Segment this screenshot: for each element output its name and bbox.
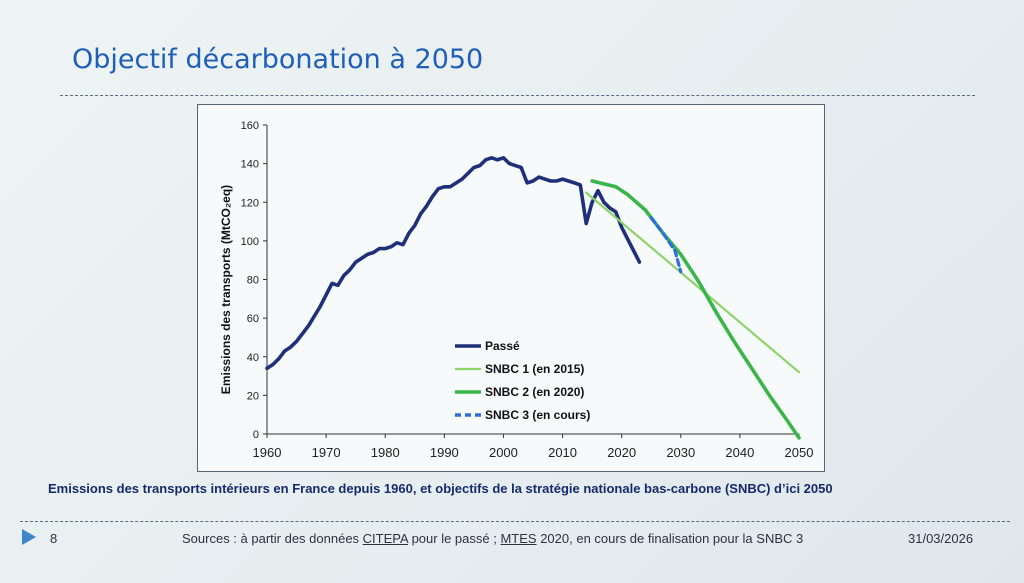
x-tick-label: 2050 bbox=[785, 445, 814, 460]
x-tick-label: 2020 bbox=[607, 445, 636, 460]
legend-label-4: SNBC 3 (en cours) bbox=[485, 408, 590, 422]
y-tick-label: 40 bbox=[247, 352, 259, 364]
chart-caption: Emissions des transports intérieurs en F… bbox=[48, 481, 833, 496]
slide-title: Objectif décarbonation à 2050 bbox=[72, 44, 484, 75]
footer-divider bbox=[20, 521, 1010, 522]
y-tick-label: 0 bbox=[253, 429, 259, 441]
x-tick-label: 1970 bbox=[312, 445, 341, 460]
x-tick-label: 2010 bbox=[548, 445, 577, 460]
x-tick-label: 1960 bbox=[253, 445, 282, 460]
legend-label-3: SNBC 2 (en 2020) bbox=[485, 385, 584, 399]
x-tick-label: 2040 bbox=[725, 445, 754, 460]
legend-label-1: Passé bbox=[485, 339, 520, 353]
y-tick-label: 20 bbox=[247, 390, 259, 402]
x-tick-label: 1980 bbox=[371, 445, 400, 460]
title-divider bbox=[60, 95, 975, 96]
x-tick-label: 1990 bbox=[430, 445, 459, 460]
series-line-3 bbox=[590, 179, 801, 440]
x-tick-label: 2030 bbox=[666, 445, 695, 460]
y-tick-label: 100 bbox=[241, 236, 259, 248]
y-tick-label: 120 bbox=[241, 197, 259, 209]
y-tick-label: 60 bbox=[247, 313, 259, 325]
x-tick-label: 2000 bbox=[489, 445, 518, 460]
sources-prefix: Sources : à partir des données bbox=[182, 531, 363, 546]
sources-line: Sources : à partir des données CITEPA po… bbox=[182, 531, 803, 546]
y-tick-label: 80 bbox=[247, 275, 259, 287]
play-arrow-icon bbox=[22, 529, 36, 545]
y-tick-label: 160 bbox=[241, 120, 259, 132]
sources-suffix: 2020, en cours de finalisation pour la S… bbox=[536, 531, 804, 546]
mtes-link[interactable]: MTES bbox=[500, 531, 537, 546]
citepa-link[interactable]: CITEPA bbox=[362, 531, 408, 546]
series-line-1 bbox=[265, 155, 642, 371]
series-line-4 bbox=[649, 216, 683, 274]
page-number: 8 bbox=[50, 531, 58, 546]
sources-middle: pour le passé ; bbox=[407, 531, 501, 546]
y-axis-label: Emissions des transports (MtCO₂eq) bbox=[219, 185, 233, 394]
slide-date: 31/03/2026 bbox=[908, 531, 974, 546]
y-tick-label: 140 bbox=[241, 159, 259, 171]
legend-label-2: SNBC 1 (en 2015) bbox=[485, 362, 584, 376]
series-line-2 bbox=[585, 191, 801, 374]
